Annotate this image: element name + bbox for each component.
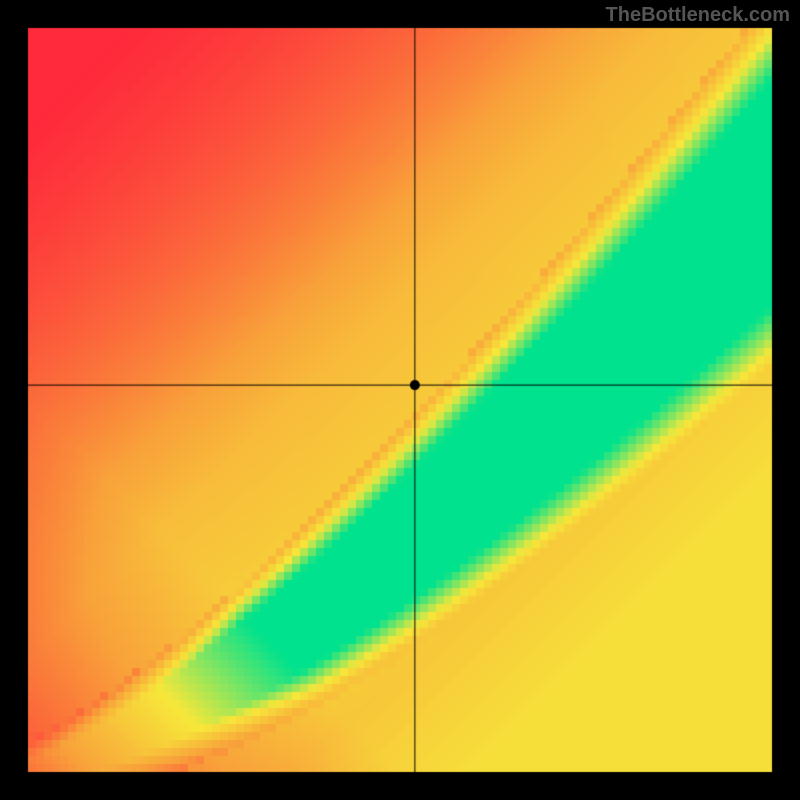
watermark-text: TheBottleneck.com	[606, 4, 790, 27]
chart-container: TheBottleneck.com	[0, 0, 800, 800]
bottleneck-heatmap	[0, 0, 800, 800]
